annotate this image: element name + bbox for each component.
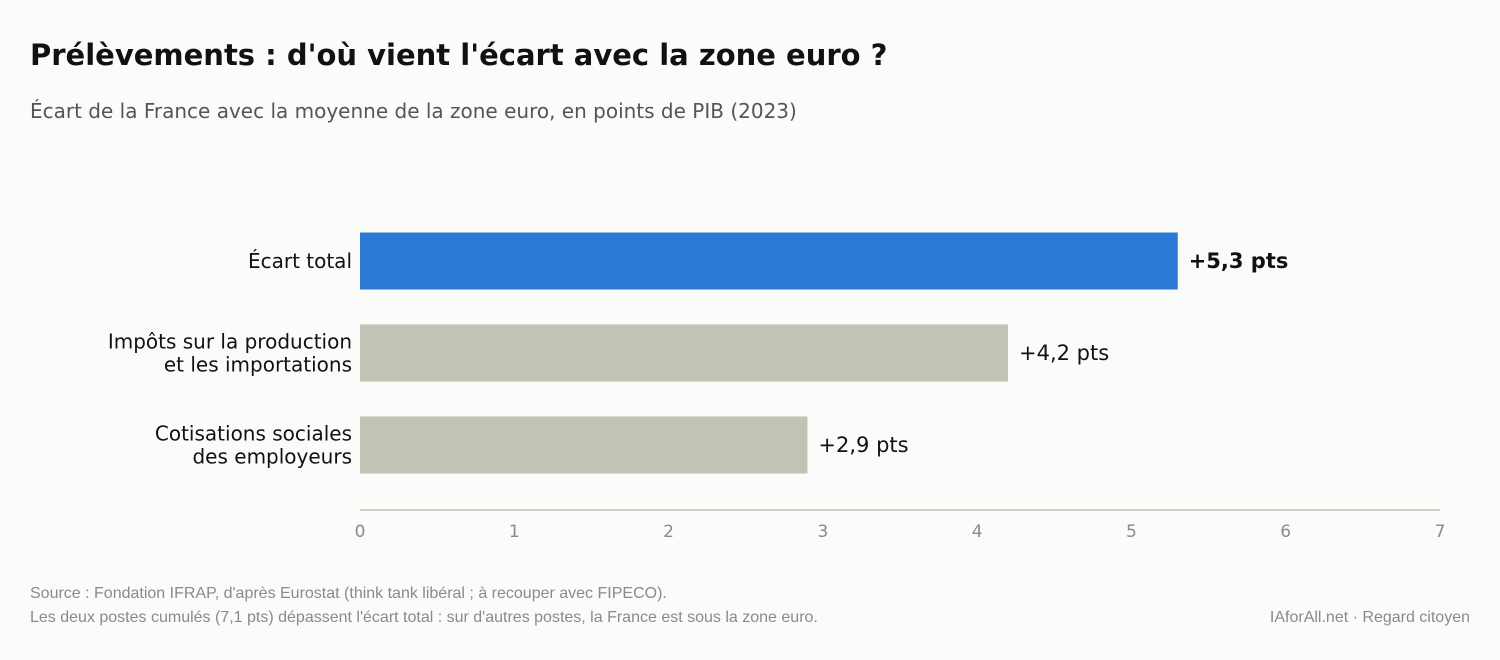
- x-tick-label-6: 6: [1280, 522, 1291, 542]
- x-tick-label-1: 1: [509, 522, 520, 542]
- bar-chart: +5,3 pts Écart total +4,2 pts Impôts sur la…: [108, 232, 1446, 542]
- source-note: Source : Fondation IFRAP, d'après Eurost…: [30, 585, 667, 602]
- bar-1: [360, 324, 1008, 382]
- x-tick-label-2: 2: [663, 522, 674, 542]
- x-tick-label-3: 3: [817, 522, 828, 542]
- value-label-1: +4,2 pts: [1019, 341, 1109, 365]
- brand-credit: IAforAll.net · Regard citoyen: [1269, 609, 1470, 626]
- x-tick-label-5: 5: [1126, 522, 1137, 542]
- footer: Source : Fondation IFRAP, d'après Eurost…: [30, 582, 818, 630]
- category-label-2-1: des employeurs: [192, 445, 352, 469]
- x-tick-label-7: 7: [1435, 522, 1446, 542]
- chart-title: Prélèvements : d'où vient l'écart avec l…: [30, 38, 888, 72]
- category-label-1-0: Impôts sur la production: [108, 330, 352, 354]
- footnote: Les deux postes cumulés (7,1 pts) dépass…: [30, 609, 818, 626]
- category-label-1-1: et les importations: [164, 353, 352, 377]
- value-label-0: +5,3 pts: [1189, 249, 1289, 273]
- category-label-2-0: Cotisations sociales: [155, 422, 352, 446]
- value-label-2: +2,9 pts: [818, 433, 908, 457]
- chart-subtitle: Écart de la France avec la moyenne de la…: [30, 99, 797, 123]
- category-label-0-0: Écart total: [248, 249, 352, 273]
- x-tick-label-0: 0: [355, 522, 366, 542]
- bar-2: [360, 416, 808, 474]
- bar-0: [360, 232, 1178, 290]
- x-tick-label-4: 4: [972, 522, 983, 542]
